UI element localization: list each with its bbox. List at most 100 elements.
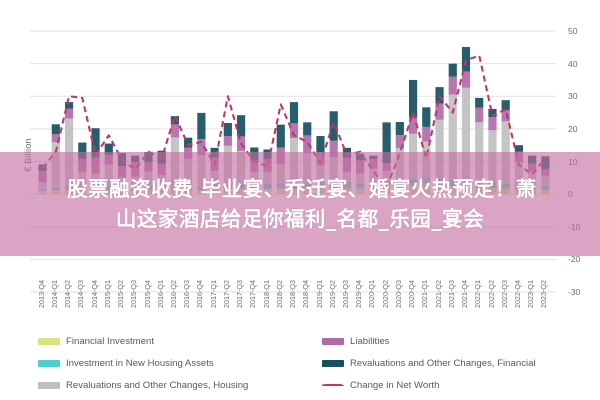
- bar-segment: [422, 177, 431, 184]
- y-tick-label: -10: [568, 221, 581, 232]
- bar-segment: [78, 142, 87, 159]
- x-tick-label: 2018-Q4: [301, 280, 311, 308]
- bar-segment: [276, 188, 285, 195]
- bar-segment: [289, 102, 299, 124]
- bar-segment: [475, 107, 484, 123]
- bar-segment: [435, 178, 444, 185]
- y-axis-tick-labels: 50 40 30 20 10 0 -10 -20 -30: [560, 0, 600, 300]
- legend-item[interactable]: Revaluations and Other Changes, Housing: [38, 374, 248, 396]
- bar-segment: [528, 155, 537, 164]
- bar-segment: [144, 189, 153, 195]
- bar-segment: [223, 123, 232, 137]
- bar-segment: [64, 102, 74, 109]
- bar-segment: [316, 165, 325, 182]
- bar-segment: [91, 189, 100, 195]
- bar-segment: [329, 183, 338, 189]
- legend-item[interactable]: Investment in New Housing Assets: [38, 352, 248, 374]
- bar-segment: [289, 138, 299, 184]
- bar-segment: [488, 108, 497, 118]
- bar-segment: [488, 187, 497, 195]
- bar-segment: [51, 190, 60, 195]
- bar-segment: [276, 163, 285, 184]
- bar-segment: [210, 183, 219, 189]
- bar-segment: [435, 103, 444, 120]
- bar-segment: [64, 118, 74, 187]
- legend-item-label: Investment in New Housing Assets: [66, 357, 214, 369]
- bar-segment: [64, 108, 74, 119]
- bar-segment: [236, 115, 246, 137]
- bar-segment: [144, 161, 153, 172]
- bar-segment: [422, 126, 431, 142]
- bar-segment: [210, 188, 219, 195]
- bar-segment: [501, 183, 510, 189]
- bar-segment: [395, 122, 404, 136]
- bar-segment: [170, 137, 180, 187]
- y-tick-label: -20: [568, 254, 581, 265]
- bar-segment: [64, 186, 74, 190]
- bar-segment: [250, 189, 259, 195]
- bar-segment: [342, 172, 352, 183]
- x-tick-label: 2015-Q3: [129, 280, 139, 308]
- bar-segment: [223, 189, 232, 195]
- bar-segment: [236, 151, 246, 184]
- bar-segment: [236, 183, 246, 189]
- x-tick-label: 2022-Q1: [473, 280, 483, 308]
- bar-segment: [263, 183, 272, 189]
- bar-segment: [448, 94, 457, 180]
- legend-item[interactable]: Revaluations and Other Changes, Financia…: [322, 352, 536, 374]
- bar-segment: [488, 117, 497, 131]
- bar-segment: [488, 182, 497, 188]
- bar-segment: [501, 121, 510, 184]
- bar-segment: [184, 184, 193, 190]
- bar-segment: [263, 172, 272, 184]
- bar-segment: [117, 166, 127, 178]
- bar-segment: [356, 183, 365, 189]
- x-tick-label: 2014-Q4: [89, 280, 99, 308]
- bar-segment: [501, 100, 510, 110]
- bar-segment: [117, 187, 127, 191]
- y-tick-label: 50: [568, 26, 578, 36]
- bar-segment: [488, 130, 497, 183]
- x-tick-label: 2020-Q2: [380, 280, 390, 308]
- bar-segment: [369, 186, 378, 195]
- legend-item[interactable]: Change in Net Worth: [322, 374, 536, 396]
- legend-item[interactable]: Liabilities: [322, 330, 536, 352]
- bar-segment: [408, 184, 418, 195]
- bar-segment: [276, 124, 285, 148]
- bar-segment: [369, 181, 378, 187]
- bar-segment: [38, 188, 47, 191]
- legend-swatch-icon: [322, 359, 344, 367]
- bar-segment: [104, 189, 113, 195]
- bar-segment: [51, 134, 60, 143]
- x-tick-label: 2016-Q4: [195, 280, 205, 308]
- bar-segment: [91, 157, 100, 174]
- bar-segment: [78, 190, 87, 195]
- bar-segment: [276, 183, 285, 189]
- bar-segment: [382, 171, 391, 182]
- bar-segment: [356, 160, 365, 174]
- x-tick-label: 2021-Q4: [460, 280, 469, 308]
- bar-segment: [528, 189, 537, 195]
- legend-swatch-icon: [38, 337, 60, 345]
- legend-item-label: Revaluations and Other Changes, Housing: [66, 379, 249, 391]
- bar-segment: [223, 136, 232, 146]
- legend-item[interactable]: Financial Investment: [38, 330, 248, 352]
- bar-segment: [289, 189, 299, 195]
- bar-segment: [170, 124, 180, 138]
- bar-segment: [316, 187, 325, 195]
- bar-segment: [382, 122, 391, 164]
- bar-segment: [157, 175, 166, 185]
- legend-swatch-icon: [38, 359, 60, 367]
- y-tick-label: 30: [568, 91, 578, 102]
- legend-item-label: Change in Net Worth: [350, 379, 440, 391]
- bar-segment: [184, 189, 193, 195]
- bar-segment: [514, 145, 524, 152]
- legend-item-label: Revaluations and Other Changes, Financia…: [350, 357, 536, 369]
- bar-segment: [303, 182, 312, 188]
- bar-segment: [461, 71, 471, 88]
- bar-segment: [38, 190, 47, 195]
- x-tick-label: 2013-Q4: [36, 280, 46, 308]
- bar-segment: [329, 111, 338, 141]
- bar-segment: [104, 185, 113, 190]
- bar-segment: [144, 186, 153, 190]
